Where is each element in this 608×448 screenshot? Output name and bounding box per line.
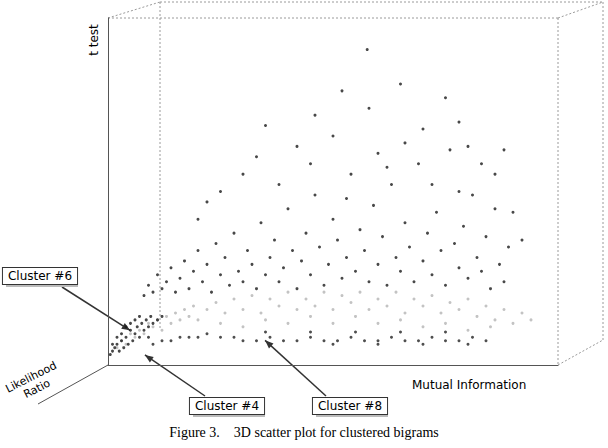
svg-text:Likelihood: Likelihood [3, 358, 59, 396]
svg-text:Figure 3. 3D scatter plot f: Figure 3. 3D scatter plot for clustered … [169, 425, 438, 440]
svg-text:Cluster #6: Cluster #6 [8, 269, 72, 283]
svg-text:Ratio: Ratio [21, 376, 52, 401]
svg-text:Mutual Information: Mutual Information [412, 378, 526, 392]
svg-text:Cluster #8: Cluster #8 [318, 399, 382, 413]
svg-text:t test: t test [87, 24, 101, 56]
svg-text:Cluster #4: Cluster #4 [195, 399, 259, 413]
